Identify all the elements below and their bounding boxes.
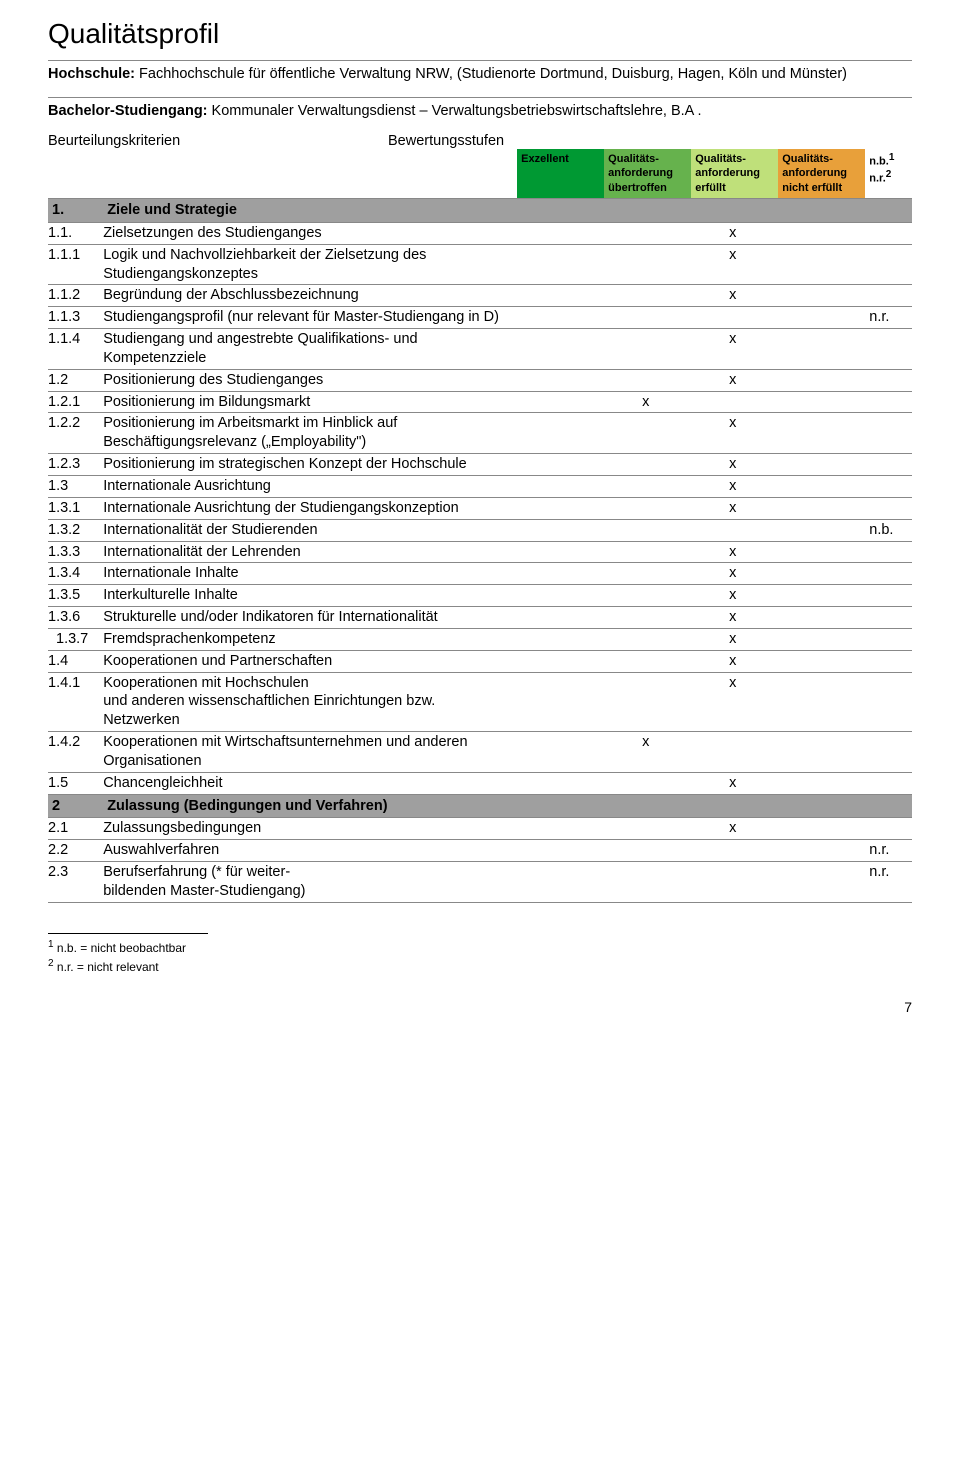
table-row: 1.5Chancengleichheitx	[48, 772, 912, 794]
table-row: 1.2.1Positionierung im Bildungsmarktx	[48, 391, 912, 413]
table-header-row: Exzellent Qualitäts-anforderungübertroff…	[48, 149, 912, 198]
divider	[48, 97, 912, 98]
hochschule-value: Fachhochschule für öffentliche Verwaltun…	[139, 66, 847, 82]
intro-studiengang: Bachelor-Studiengang: Kommunaler Verwalt…	[48, 102, 912, 122]
col-exzellent: Exzellent	[517, 149, 604, 198]
table-row: 2.3Berufserfahrung (* für weiter-bildend…	[48, 862, 912, 903]
col-nicht-erfullt: Qualitäts-anforderungnicht erfüllt	[778, 149, 865, 198]
page-title: Qualitätsprofil	[48, 18, 912, 50]
table-row: 1.2Positionierung des Studiengangesx	[48, 369, 912, 391]
footnote-1: n.b. = nicht beobachtbar	[57, 941, 186, 955]
hochschule-label: Hochschule:	[48, 66, 135, 82]
criteria-label: Beurteilungskriterien	[48, 133, 388, 149]
table-row: 1.3.3Internationalität der Lehrendenx	[48, 541, 912, 563]
table-row: 1.4.1Kooperationen mit Hochschulenund an…	[48, 672, 912, 732]
studiengang-value: Kommunaler Verwaltungsdienst – Verwaltun…	[212, 103, 702, 119]
table-row: 1.1.3Studiengangsprofil (nur relevant fü…	[48, 307, 912, 329]
table-row: 1.3.1Internationale Ausrichtung der Stud…	[48, 497, 912, 519]
table-row: 1.1.4Studiengang und angestrebte Qualifi…	[48, 329, 912, 370]
table-row: 2Zulassung (Bedingungen und Verfahren)	[48, 794, 912, 818]
levels-label: Bewertungsstufen	[388, 133, 504, 149]
table-row: 1.3.4Internationale Inhaltex	[48, 563, 912, 585]
table-row: 1.1.Zielsetzungen des Studiengangesx	[48, 222, 912, 244]
table-row: 1.2.3Positionierung im strategischen Kon…	[48, 454, 912, 476]
col-ubertroffen: Qualitäts-anforderungübertroffen	[604, 149, 691, 198]
table-row: 2.1Zulassungsbedingungenx	[48, 818, 912, 840]
page-number: 7	[48, 999, 912, 1015]
table-row: 1.3.7Fremdsprachenkompetenzx	[48, 628, 912, 650]
criteria-header: Beurteilungskriterien Bewertungsstufen	[48, 133, 912, 149]
evaluation-table: Exzellent Qualitäts-anforderungübertroff…	[48, 149, 912, 903]
col-nb-nr: n.b.1n.r.2	[865, 149, 912, 198]
col-erfullt: Qualitäts-anforderungerfüllt	[691, 149, 778, 198]
table-row: 1.3.2Internationalität der Studierendenn…	[48, 519, 912, 541]
table-row: 1.3.6Strukturelle und/oder Indikatoren f…	[48, 607, 912, 629]
table-row: 1.1.2Begründung der Abschlussbezeichnung…	[48, 285, 912, 307]
intro-hochschule: Hochschule: Fachhochschule für öffentlic…	[48, 65, 912, 85]
footnotes: 1 n.b. = nicht beobachtbar 2 n.r. = nich…	[48, 933, 912, 976]
table-row: 1.2.2Positionierung im Arbeitsmarkt im H…	[48, 413, 912, 454]
footnote-2: n.r. = nicht relevant	[57, 960, 159, 974]
studiengang-label: Bachelor-Studiengang:	[48, 103, 208, 119]
divider	[48, 60, 912, 61]
table-row: 1.Ziele und Strategie	[48, 199, 912, 223]
table-row: 1.3Internationale Ausrichtungx	[48, 475, 912, 497]
table-row: 1.1.1Logik und Nachvollziehbarkeit der Z…	[48, 244, 912, 285]
table-row: 1.4Kooperationen und Partnerschaftenx	[48, 650, 912, 672]
table-row: 2.2Auswahlverfahrenn.r.	[48, 840, 912, 862]
table-row: 1.4.2Kooperationen mit Wirtschaftsuntern…	[48, 732, 912, 773]
table-row: 1.3.5Interkulturelle Inhaltex	[48, 585, 912, 607]
